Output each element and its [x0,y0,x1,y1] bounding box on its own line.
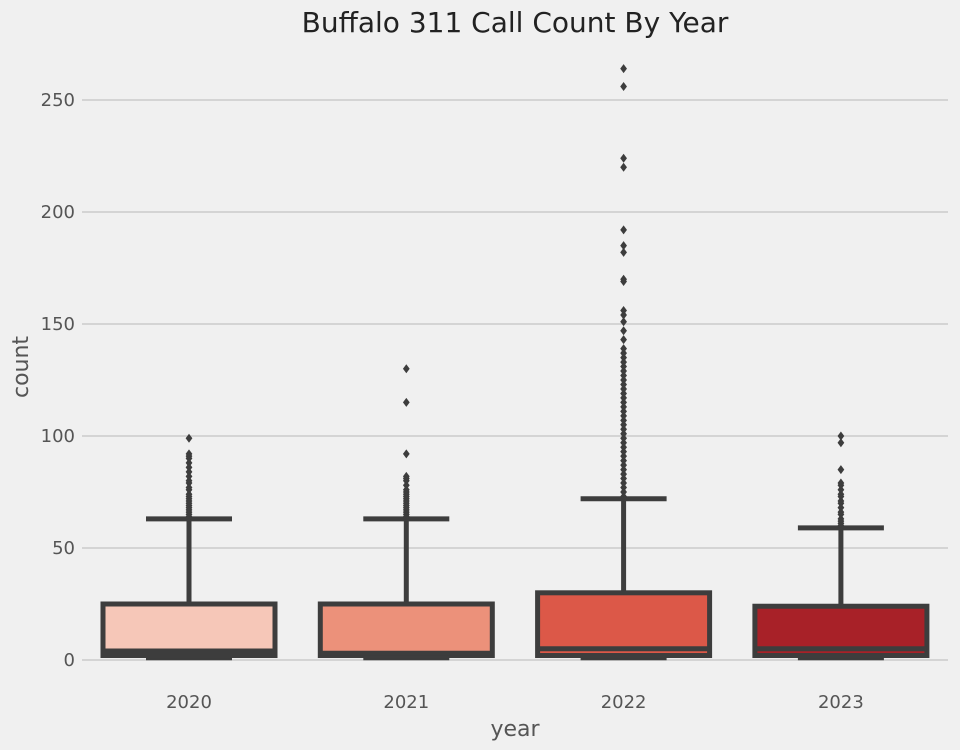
outlier-point [620,64,627,74]
outlier-point [620,225,627,235]
outlier-point [620,326,627,336]
iqr-box [317,601,495,659]
outlier-point [620,317,627,327]
outlier-point [402,364,410,374]
outlier-point [620,153,627,163]
x-tick-label: 2021 [383,692,429,713]
x-tick-labels: 2020 2021 2022 2023 [166,692,864,713]
outlier-point [837,431,845,441]
outlier-point [620,162,627,172]
outlier-point [185,433,193,443]
outlier-point [620,335,627,345]
y-tick-label: 200 [41,202,75,223]
y-tick-label: 50 [52,538,75,559]
outlier-point [620,306,627,316]
y-tick-label: 100 [41,426,75,447]
outlier-point [620,82,627,92]
outlier-point [402,449,410,459]
y-axis-label: count [9,336,34,398]
y-tick-label: 0 [64,650,75,671]
outlier-point [402,471,410,481]
box-2022 [535,64,713,661]
y-tick-label: 150 [41,314,75,335]
y-tick-labels: 0 50 100 150 200 250 [41,90,75,671]
outlier-point [620,241,627,251]
gridlines [82,99,948,661]
outlier-point [620,344,627,354]
outlier-point [837,465,845,475]
box-2023 [752,431,930,661]
x-axis-label: year [490,717,540,742]
box-2021 [317,364,495,661]
outlier-point [620,274,627,284]
outlier-point [837,478,845,488]
outlier-point [402,397,410,407]
outlier-point [185,449,193,459]
box-2020 [100,433,278,661]
x-tick-label: 2022 [601,692,647,713]
outlier-point [837,438,845,448]
iqr-box [100,601,278,659]
iqr-box [535,590,713,659]
outlier-point [620,247,627,257]
x-tick-label: 2020 [166,692,212,713]
x-tick-label: 2023 [818,692,864,713]
chart-title: Buffalo 311 Call Count By Year [302,6,729,39]
y-tick-label: 250 [41,90,75,111]
box-series [100,64,930,661]
